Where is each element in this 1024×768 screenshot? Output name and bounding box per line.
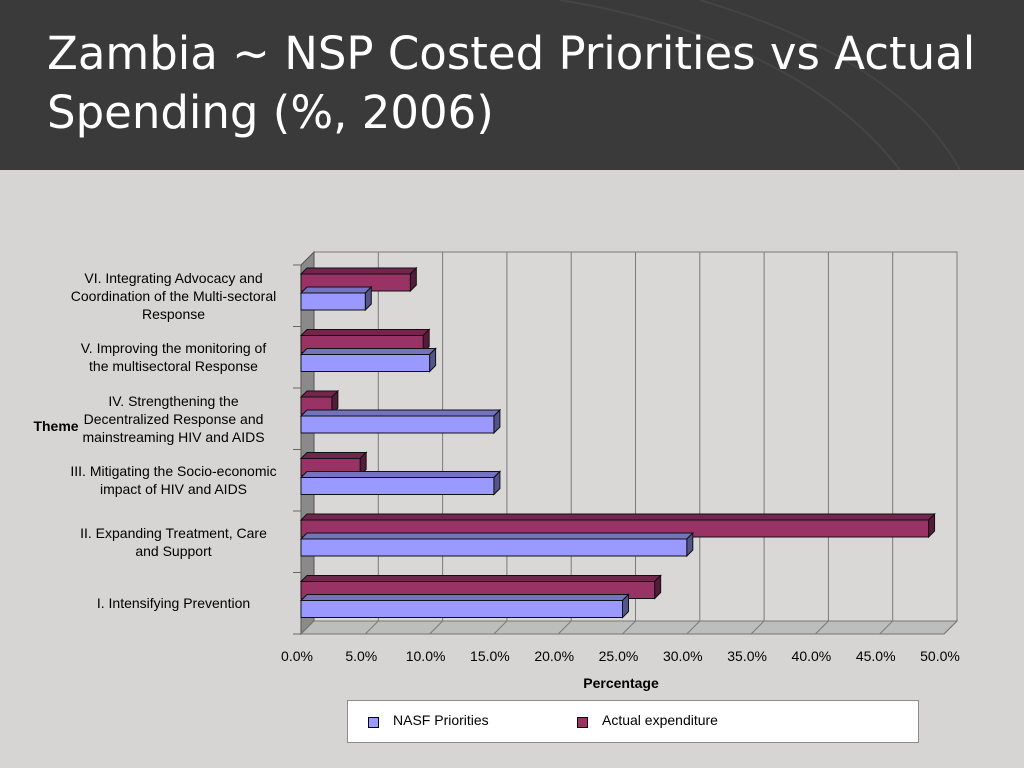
bar-nasf [300,292,366,311]
gridline-floor [750,620,765,635]
slide-header: Zambia ~ NSP Costed Priorities vs Actual… [0,0,1024,170]
x-axis-title: Percentage [583,675,659,691]
slide-title: Zambia ~ NSP Costed Priorities vs Actual… [47,24,1007,142]
legend-label-actual: Actual expenditure [602,712,718,728]
category-label: VI. Integrating Advocacy and Coordination… [46,263,301,329]
gridline-floor [622,620,636,635]
bar-nasf-top [299,348,437,355]
bar-nasf [300,538,688,557]
bar-nasf-top [299,532,695,540]
slide-title-line-1: Zambia ~ NSP Costed Priorities vs Actual [47,27,976,80]
x-tick-label: 20.0% [534,648,574,664]
bar-nasf-top [299,471,502,478]
x-tick-label: 25.0% [599,648,639,664]
legend-swatch-nasf [368,717,379,728]
bar-nasf [300,354,431,372]
gridline-floor [686,620,701,635]
bar-nasf [300,600,623,618]
bar-nasf [300,415,495,434]
bar-actual-top [299,329,431,336]
gridline-floor [879,620,894,635]
category-label-line: the multisectoral Response [89,358,258,375]
category-label: I. Intensifying Prevention [46,570,301,636]
x-tick-label: 45.0% [856,648,896,664]
legend-item-actual: Actual expenditure [577,712,718,728]
x-tick-label: 10.0% [406,648,446,664]
category-label-line: I. Intensifying Prevention [96,595,251,612]
legend-swatch-actual [577,717,588,728]
legend-item-nasf: NASF Priorities [368,712,489,728]
category-label-line: Decentralized Response and [83,410,264,427]
bar-actual-top [299,575,662,582]
gridline-floor [364,620,379,635]
gridline-floor [815,620,829,635]
bar-nasf-top [299,409,502,417]
category-label-line: and Support [135,542,212,559]
bar-actual-top [299,452,368,459]
category-label-line: IV. Strengthening the [108,392,239,409]
bar-nasf-top [299,286,373,294]
x-tick-label: 35.0% [727,648,767,664]
gridline-floor [557,620,572,635]
bar-actual-top [299,267,418,275]
bar-nasf [300,477,495,495]
x-tick-label: 0.0% [281,648,313,664]
category-label-line: III. Mitigating the Socio-economic [70,463,277,480]
x-tick-label: 5.0% [345,648,377,664]
x-tick-label: 40.0% [792,648,832,664]
category-label: II. Expanding Treatment, Care and Support [46,509,301,575]
category-label: IV. Strengthening the Decentralized Respo… [46,386,301,452]
gridline-floor [943,620,958,635]
slide-title-line-2: Spending (%, 2006) [47,86,494,139]
chart-legend: NASF Priorities Actual expenditure [347,700,919,743]
y-axis-title: Theme [33,418,78,434]
category-label-line: V. Improving the monitoring of [80,340,267,357]
gridline-floor [493,620,508,635]
bar-nasf-top [299,594,630,601]
category-label: V. Improving the monitoring of the multis… [46,324,301,390]
gridline-floor [429,620,443,635]
header-decoration [559,0,961,170]
legend-label-nasf: NASF Priorities [393,712,489,728]
category-label-line: Response [141,305,206,322]
category-label-line: impact of HIV and AIDS [99,481,248,498]
category-label-line: mainstreaming HIV and AIDS [82,428,265,445]
x-tick-label: 30.0% [663,648,703,664]
x-tick-label: 50.0% [920,648,960,664]
category-label-line: VI. Integrating Advocacy and [84,269,263,286]
category-label: III. Mitigating the Socio-economic impact… [46,447,301,513]
category-label-line: II. Expanding Treatment, Care [80,524,267,541]
category-label-line: Coordination of the Multi-sectoral [70,287,277,304]
x-tick-label: 15.0% [470,648,510,664]
bar-actual-top [299,513,936,521]
